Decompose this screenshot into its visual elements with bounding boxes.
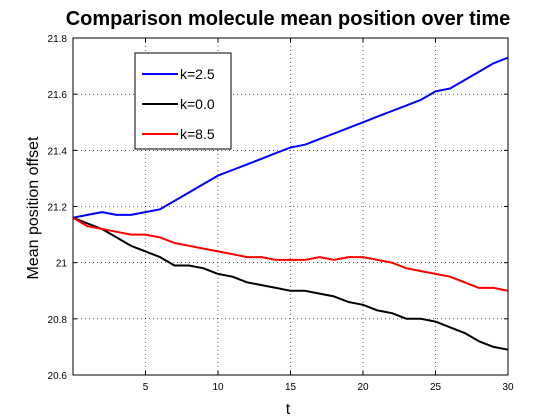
series-line-0 [72,56,509,219]
y-axis-label: Mean position offset [25,136,42,279]
y-tick-label: 20.6 [48,371,68,382]
chart-title: Comparison molecule mean position over t… [66,8,511,30]
y-tick-label: 21.6 [48,90,68,101]
x-tick-label: 10 [212,382,224,393]
series-line-2 [72,216,509,292]
legend-label: k=8.5 [180,126,215,142]
y-tick-label: 20.8 [48,315,68,326]
legend: k=2.5 k=0.0 k=8.5 [134,52,232,150]
x-axis-label: t [286,401,291,418]
y-tick-label: 21.4 [48,146,68,157]
series-line-1 [72,216,509,351]
legend-label: k=0.0 [180,96,215,112]
x-tick-label: 30 [502,382,514,393]
y-tick-label: 21.8 [48,34,68,45]
plot-area: 5 10 15 20 25 30 20.6 20.8 21 21.2 21.4 21.6 21.8 [48,34,514,393]
y-tick-label: 21.2 [48,203,68,214]
x-tick-label: 15 [285,382,297,393]
x-tick-label: 20 [357,382,369,393]
x-tick-label: 5 [143,382,149,393]
y-tick-label: 21 [56,259,68,270]
x-tick-label: 25 [430,382,442,393]
legend-label: k=2.5 [180,66,215,82]
